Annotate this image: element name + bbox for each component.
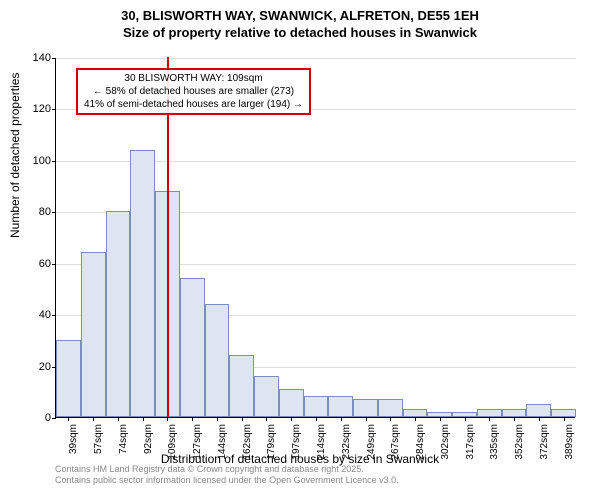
histogram-bar [353,399,378,417]
x-tick-mark [489,417,490,421]
histogram-bar [502,409,527,417]
histogram-bar [106,211,131,417]
y-axis-label: Number of detached properties [8,73,22,238]
histogram-bar [526,404,551,417]
y-tick-mark [52,109,56,110]
histogram-bar [130,150,155,417]
histogram-bar [180,278,205,417]
y-tick-mark [52,315,56,316]
annotation-box: 30 BLISWORTH WAY: 109sqm← 58% of detache… [76,68,311,115]
x-tick-mark [118,417,119,421]
y-tick-label: 140 [33,52,51,64]
y-tick-mark [52,418,56,419]
chart-container: 30, BLISWORTH WAY, SWANWICK, ALFRETON, D… [0,8,600,488]
x-tick-mark [539,417,540,421]
x-tick-mark [341,417,342,421]
x-tick-mark [192,417,193,421]
histogram-bar [304,396,329,417]
y-tick-label: 100 [33,155,51,167]
x-tick-mark [564,417,565,421]
annotation-line: ← 58% of detached houses are smaller (27… [84,85,303,98]
title-line1: 30, BLISWORTH WAY, SWANWICK, ALFRETON, D… [0,8,600,25]
x-tick-mark [266,417,267,421]
annotation-line: 30 BLISWORTH WAY: 109sqm [84,72,303,85]
y-tick-label: 80 [39,206,51,218]
y-tick-mark [52,161,56,162]
annotation-line: 41% of semi-detached houses are larger (… [84,98,303,111]
x-tick-label: 284sqm [415,424,426,474]
histogram-bar [254,376,279,417]
x-tick-mark [68,417,69,421]
y-tick-label: 0 [45,412,51,424]
bars-region: 02040608010012014039sqm57sqm74sqm92sqm10… [55,58,575,418]
plot-area: 02040608010012014039sqm57sqm74sqm92sqm10… [55,58,575,418]
histogram-bar [56,340,81,417]
y-tick-label: 20 [39,361,51,373]
histogram-bar [229,355,254,417]
x-tick-label: 335sqm [489,424,500,474]
x-tick-mark [143,417,144,421]
grid-line [56,58,576,59]
x-tick-mark [514,417,515,421]
x-tick-mark [390,417,391,421]
y-tick-label: 60 [39,258,51,270]
histogram-bar [279,389,304,417]
y-tick-label: 120 [33,103,51,115]
footer-attribution: Contains HM Land Registry data © Crown c… [55,464,399,486]
histogram-bar [477,409,502,417]
y-tick-mark [52,212,56,213]
x-tick-mark [217,417,218,421]
histogram-bar [328,396,353,417]
chart-title: 30, BLISWORTH WAY, SWANWICK, ALFRETON, D… [0,8,600,42]
x-tick-mark [465,417,466,421]
x-tick-label: 372sqm [539,424,550,474]
histogram-bar [551,409,576,417]
x-tick-mark [242,417,243,421]
histogram-bar [81,252,106,417]
x-tick-mark [316,417,317,421]
y-tick-label: 40 [39,309,51,321]
x-tick-mark [291,417,292,421]
histogram-bar [378,399,403,417]
histogram-bar [205,304,230,417]
x-tick-mark [440,417,441,421]
x-tick-label: 352sqm [514,424,525,474]
x-tick-mark [366,417,367,421]
x-tick-label: 317sqm [465,424,476,474]
x-tick-mark [415,417,416,421]
x-tick-label: 302sqm [440,424,451,474]
histogram-bar [403,409,428,417]
x-tick-mark [167,417,168,421]
footer-line1: Contains HM Land Registry data © Crown c… [55,464,399,475]
x-tick-label: 389sqm [564,424,575,474]
x-tick-mark [93,417,94,421]
y-tick-mark [52,264,56,265]
footer-line2: Contains public sector information licen… [55,475,399,486]
y-tick-mark [52,58,56,59]
title-line2: Size of property relative to detached ho… [0,25,600,42]
